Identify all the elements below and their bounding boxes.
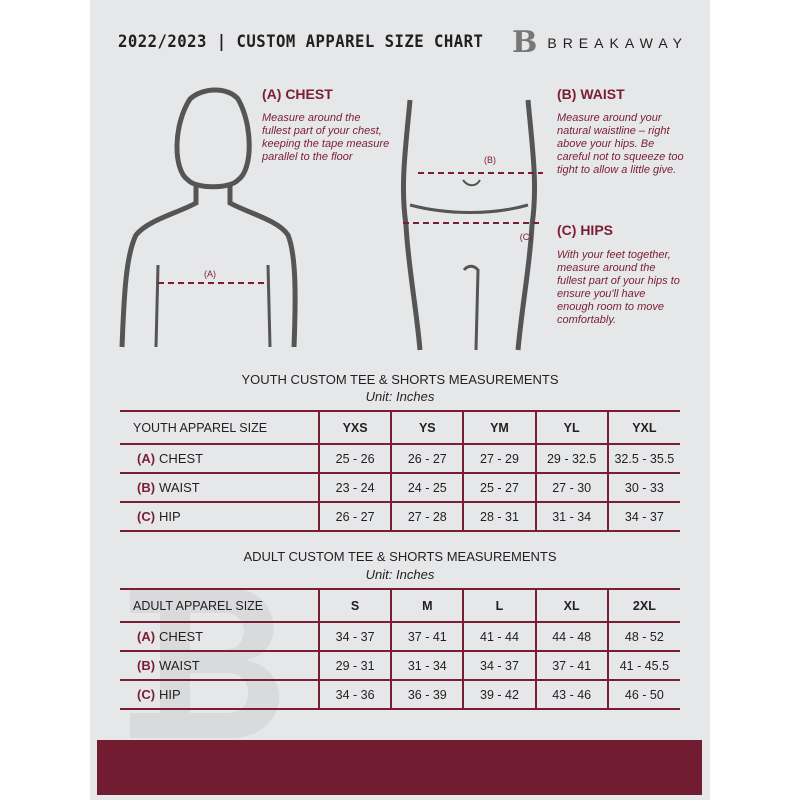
cell: 28 - 31 — [462, 502, 536, 532]
cell: 32.5 - 35.5 — [606, 444, 680, 474]
waist-description: Measure around your natural waistline – … — [557, 112, 684, 176]
youth-table-unit: Unit: Inches — [365, 389, 435, 404]
cell: 25 - 27 — [462, 473, 536, 503]
footer-band — [97, 740, 702, 795]
header-cell: YS — [390, 410, 464, 445]
hips-marker: (C) — [520, 232, 533, 242]
logo-mark: B — [512, 25, 538, 60]
brand-logo: B BREAKAWAY — [512, 28, 688, 58]
cell: 29 - 32.5 — [534, 444, 608, 474]
cell: 27 - 30 — [534, 473, 608, 503]
header-cell: YXS — [317, 410, 392, 445]
row-label: CHEST — [159, 629, 204, 644]
header-cell: XL — [534, 588, 608, 623]
row-label: HIP — [159, 687, 181, 702]
waist-marker: (B) — [484, 155, 496, 165]
cell: 41 - 44 — [462, 622, 536, 652]
cell: 23 - 24 — [317, 473, 392, 503]
chest-description: Measure around the fullest part of your … — [262, 112, 390, 163]
cell: 44 - 48 — [534, 622, 608, 652]
brand-name: BREAKAWAY — [547, 35, 688, 51]
row-code: (B) — [137, 480, 156, 495]
row-label: CHEST — [159, 451, 204, 466]
cell: 34 - 37 — [462, 651, 536, 681]
row-label: WAIST — [159, 480, 200, 495]
cell: 46 - 50 — [606, 680, 680, 710]
cell: 27 - 29 — [462, 444, 536, 474]
cell: 24 - 25 — [390, 473, 464, 503]
waist-heading: (B) WAIST — [557, 86, 625, 102]
cell: 41 - 45.5 — [606, 651, 680, 681]
cell: 39 - 42 — [462, 680, 536, 710]
page-title: 2022/2023 | CUSTOM APPAREL SIZE CHART — [118, 32, 484, 52]
waist-hips-figure: (B) (C) — [400, 99, 543, 351]
cell: 34 - 36 — [317, 680, 392, 710]
table-row: (B) WAIST 29 - 31 31 - 34 34 - 37 37 - 41 41 -… — [120, 651, 680, 681]
row-label: HIP — [159, 509, 181, 524]
cell: 27 - 28 — [390, 502, 464, 532]
cell: 30 - 33 — [606, 473, 680, 503]
table-row: (A) CHEST 34 - 37 37 - 41 41 - 44 44 - 48 48 -… — [120, 622, 680, 652]
row-code: (A) — [137, 629, 156, 644]
chest-marker: (A) — [204, 269, 216, 279]
table-row: (B) WAIST 23 - 24 24 - 25 25 - 27 27 - 30 30 -… — [120, 473, 680, 503]
header-cell: YL — [534, 410, 608, 445]
table-row: (A) CHEST 25 - 26 26 - 27 27 - 29 29 - 32.5 32… — [120, 444, 680, 474]
row-code: (C) — [137, 687, 156, 702]
table-row: (C) HIP 34 - 36 36 - 39 39 - 42 43 - 46 46 - 5… — [120, 680, 680, 710]
cell: 25 - 26 — [317, 444, 392, 474]
hips-heading: (C) HIPS — [557, 222, 613, 238]
cell: 37 - 41 — [534, 651, 608, 681]
hips-description: With your feet together, measure around … — [557, 249, 680, 326]
chest-figure: (A) — [119, 87, 298, 348]
header-cell: L — [462, 588, 536, 623]
cell: 31 - 34 — [390, 651, 464, 681]
table-row: (C) HIP 26 - 27 27 - 28 28 - 31 31 - 34 34 - 3… — [120, 502, 680, 532]
row-code: (C) — [137, 509, 156, 524]
header-cell: YOUTH APPAREL SIZE — [120, 410, 319, 445]
table-header-row: ADULT APPAREL SIZE S M L XL 2XL — [120, 588, 680, 623]
cell: 26 - 27 — [390, 444, 464, 474]
cell: 34 - 37 — [317, 622, 392, 652]
adult-table-unit: Unit: Inches — [365, 567, 435, 582]
chest-heading: (A) CHEST — [262, 86, 333, 102]
adult-size-table: ADULT APPAREL SIZE S M L XL 2XL (A) CHEST… — [120, 588, 680, 710]
row-label: WAIST — [159, 658, 200, 673]
row-code: (A) — [137, 451, 156, 466]
cell: 31 - 34 — [534, 502, 608, 532]
cell: 48 - 52 — [606, 622, 680, 652]
adult-table-title: ADULT CUSTOM TEE & SHORTS MEASUREMENTS — [243, 549, 557, 564]
cell: 34 - 37 — [606, 502, 680, 532]
header-cell: M — [390, 588, 464, 623]
header-cell: S — [317, 588, 392, 623]
cell: 29 - 31 — [317, 651, 392, 681]
cell: 43 - 46 — [534, 680, 608, 710]
row-code: (B) — [137, 658, 156, 673]
table-header-row: YOUTH APPAREL SIZE YXS YS YM YL YXL — [120, 410, 680, 445]
header-cell: YM — [462, 410, 536, 445]
header-cell: YXL — [606, 410, 680, 445]
header-cell: ADULT APPAREL SIZE — [120, 588, 319, 623]
youth-table-title: YOUTH CUSTOM TEE & SHORTS MEASUREMENTS — [241, 372, 559, 387]
header-cell: 2XL — [606, 588, 680, 623]
cell: 37 - 41 — [390, 622, 464, 652]
cell: 36 - 39 — [390, 680, 464, 710]
cell: 26 - 27 — [317, 502, 392, 532]
youth-size-table: YOUTH APPAREL SIZE YXS YS YM YL YXL (A) C… — [120, 410, 680, 532]
